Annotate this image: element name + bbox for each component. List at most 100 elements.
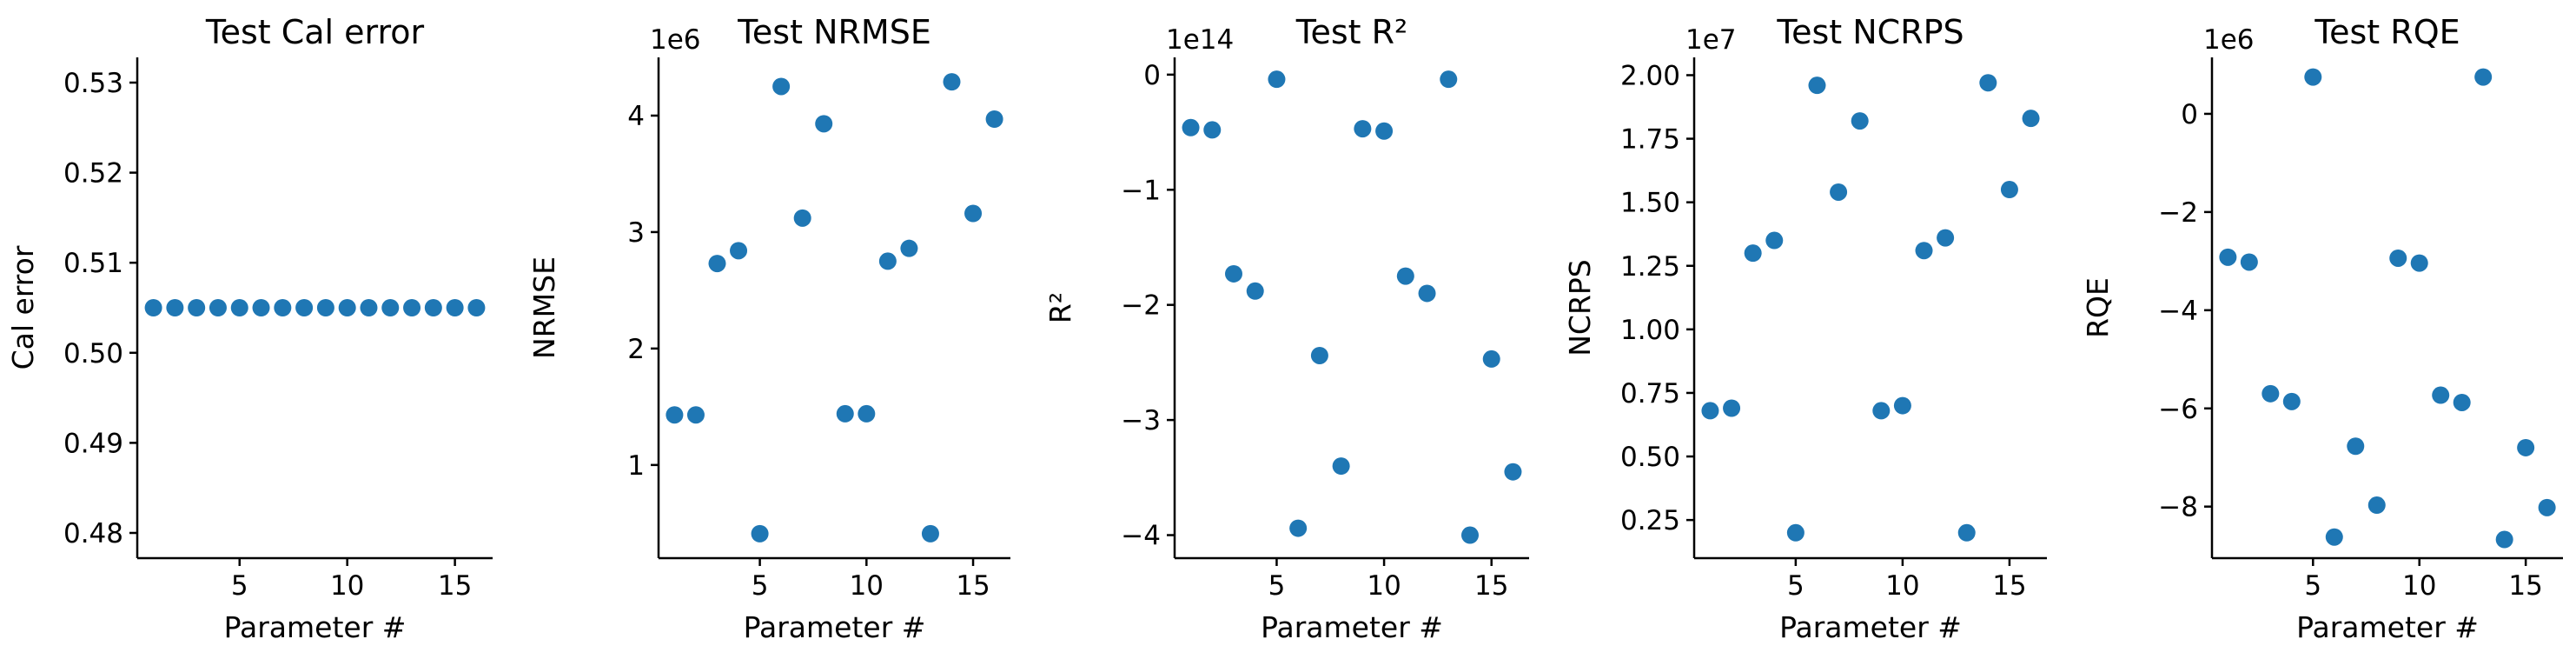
y-axis-label: R² xyxy=(1043,292,1077,323)
x-axis-label: Parameter # xyxy=(1779,610,1962,644)
data-point xyxy=(209,299,227,316)
data-point xyxy=(2538,498,2556,516)
data-point xyxy=(2517,438,2535,456)
data-point xyxy=(836,404,854,423)
y-tick-label: −2 xyxy=(1121,290,1161,322)
y-tick-label: 0 xyxy=(2181,99,2198,130)
data-point xyxy=(1203,121,1222,139)
y-tick-label: 0 xyxy=(1143,60,1161,91)
data-point xyxy=(2219,248,2237,266)
data-point xyxy=(793,209,811,227)
chart-panel-4: 5 10 15 0.25 0.50 0.75 1.00 1.25 1.50 1.75 2.001e7… xyxy=(1563,13,2047,644)
x-tick-label: 10 xyxy=(850,570,884,602)
x-tick-label: 5 xyxy=(752,570,769,602)
data-point xyxy=(1872,402,1891,420)
x-tick-label: 10 xyxy=(1367,570,1401,602)
chart-title: Test Cal error xyxy=(205,13,425,51)
data-point xyxy=(666,406,684,424)
y-axis-label: Cal error xyxy=(6,245,40,369)
y-axis-label: NRMSE xyxy=(527,256,561,359)
y-axis-label: RQE xyxy=(2081,277,2115,338)
y-tick-label: −4 xyxy=(2158,296,2198,327)
data-point xyxy=(166,299,184,316)
data-point xyxy=(2240,253,2258,271)
data-point xyxy=(1482,349,1500,368)
axis-offset-label: 1e6 xyxy=(650,24,701,56)
data-point xyxy=(338,299,356,316)
data-point xyxy=(2410,254,2428,272)
data-point xyxy=(2453,393,2471,411)
data-point xyxy=(1830,183,1848,201)
x-tick-label: 15 xyxy=(438,570,472,602)
y-tick-label: 4 xyxy=(627,101,645,132)
axis-offset-label: 1e14 xyxy=(1166,24,1234,56)
data-point xyxy=(381,299,400,316)
data-point xyxy=(1915,242,1933,260)
data-point xyxy=(815,115,833,133)
data-point xyxy=(2389,249,2407,267)
axis-offset-label: 1e6 xyxy=(2203,24,2255,56)
y-tick-label: −8 xyxy=(2158,492,2198,523)
x-tick-label: 10 xyxy=(1885,570,1919,602)
y-tick-label: −4 xyxy=(1121,521,1161,552)
data-point xyxy=(446,299,464,316)
y-tick-label: 3 xyxy=(627,217,645,249)
y-tick-label: 0.25 xyxy=(1620,505,1680,536)
data-point xyxy=(1461,526,1479,544)
data-point xyxy=(144,299,162,316)
y-tick-label: 0.51 xyxy=(63,248,123,279)
data-point xyxy=(730,242,748,260)
data-point xyxy=(188,299,206,316)
y-tick-label: 1.00 xyxy=(1620,315,1680,346)
data-point xyxy=(1289,519,1308,537)
data-point xyxy=(708,255,726,273)
y-tick-label: −2 xyxy=(2158,197,2198,229)
y-tick-label: 1.50 xyxy=(1620,188,1680,219)
y-tick-label: 0.48 xyxy=(63,518,123,549)
y-tick-label: −3 xyxy=(1121,405,1161,436)
data-point xyxy=(1396,267,1414,285)
y-tick-label: −6 xyxy=(2158,394,2198,425)
data-point xyxy=(316,299,334,316)
data-point xyxy=(424,299,442,316)
data-point xyxy=(1744,244,1762,263)
y-tick-label: 2 xyxy=(627,334,645,365)
chart-panel-1: 5 10 15 0.48 0.49 0.50 0.51 0.52 0.53 Test Cal er… xyxy=(6,13,493,644)
data-point xyxy=(1957,523,1976,542)
x-axis-label: Parameter # xyxy=(744,610,926,644)
data-point xyxy=(274,299,292,316)
data-point xyxy=(751,524,769,543)
data-point xyxy=(252,299,270,316)
y-tick-label: 1 xyxy=(627,450,645,482)
data-point xyxy=(2000,181,2018,199)
x-tick-label: 5 xyxy=(2304,570,2321,602)
data-point xyxy=(2022,110,2040,128)
data-point xyxy=(2282,392,2301,410)
y-tick-label: 0.75 xyxy=(1620,378,1680,409)
data-point xyxy=(858,404,876,423)
data-point xyxy=(2325,528,2343,546)
y-tick-label: 0.50 xyxy=(63,338,123,369)
data-point xyxy=(1246,282,1264,300)
chart-panel-2: 5 10 15 1 2 3 4 1e6 Test NRMSE Parameter # NRMSE xyxy=(527,13,1010,644)
data-point xyxy=(2261,384,2280,403)
x-tick-label: 5 xyxy=(1787,570,1805,602)
data-point xyxy=(943,73,961,91)
data-point xyxy=(2304,68,2322,86)
y-tick-label: −1 xyxy=(1121,175,1161,206)
x-tick-label: 15 xyxy=(1992,570,2026,602)
data-point xyxy=(1701,402,1719,420)
x-tick-label: 15 xyxy=(956,570,990,602)
x-tick-label: 15 xyxy=(1474,570,1508,602)
y-tick-label: 2.00 xyxy=(1620,60,1680,91)
x-axis-label: Parameter # xyxy=(1261,610,1443,644)
chart-title: Test NRMSE xyxy=(737,13,931,51)
data-point xyxy=(686,406,705,424)
data-point xyxy=(1851,112,1869,130)
chart-panel-5: 5 10 15 −8 −6 −4 −2 0 1e6 Test RQE Parameter # RQE xyxy=(2081,13,2563,644)
x-tick-label: 10 xyxy=(2402,570,2436,602)
data-point xyxy=(921,524,939,543)
data-point xyxy=(878,252,897,270)
